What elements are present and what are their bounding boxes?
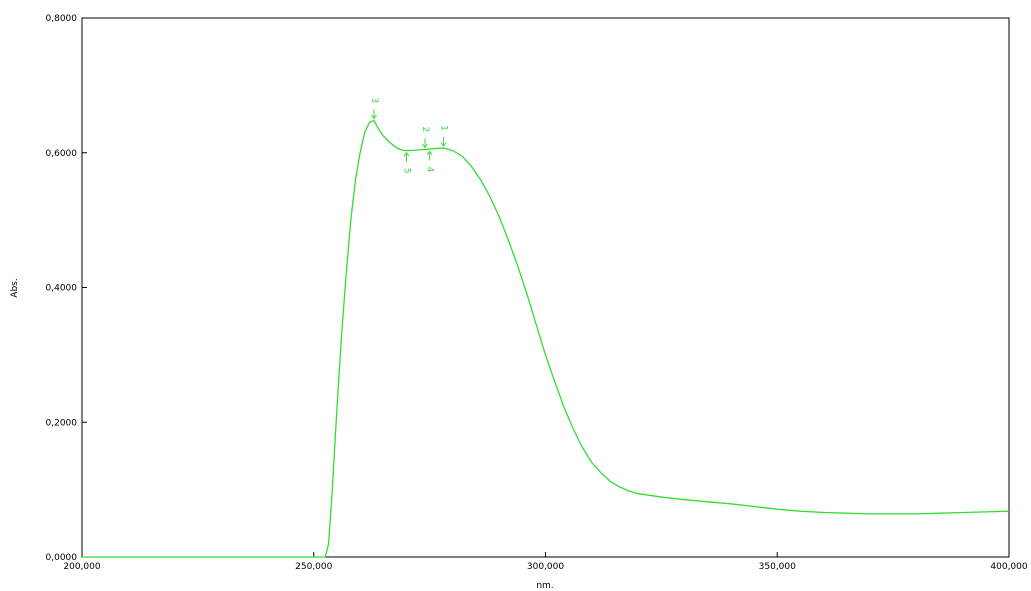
x-tick-label: 200,000 [63, 562, 100, 572]
x-tick-label: 300,000 [527, 562, 564, 572]
peak-marker-2: 2 [420, 127, 430, 149]
spectrum-line [82, 119, 1010, 558]
peak-label: 3 [369, 98, 379, 104]
peak-label: 5 [401, 168, 411, 174]
y-tick-label: 0,0000 [46, 553, 78, 563]
y-tick-label: 0,8000 [46, 14, 78, 24]
y-tick-label: 0,6000 [46, 149, 78, 159]
peak-marker-1: 1 [439, 125, 449, 147]
x-axis-ticks: 200,000 250,000 300,000 350,000 400,000 [63, 552, 1028, 572]
x-tick-label: 250,000 [295, 562, 332, 572]
peak-label: 4 [425, 167, 435, 173]
peak-label: 2 [420, 127, 430, 133]
peak-markers: 3 5 2 4 1 [369, 98, 449, 174]
plot-frame [81, 17, 1010, 558]
y-axis-ticks: 0,0000 0,2000 0,4000 0,6000 0,8000 [46, 14, 87, 563]
peak-label: 1 [439, 125, 449, 131]
peak-marker-4: 4 [425, 150, 435, 173]
x-tick-label: 400,000 [990, 562, 1027, 572]
x-tick-label: 350,000 [759, 562, 796, 572]
y-tick-label: 0,4000 [46, 284, 78, 294]
peak-marker-3: 3 [369, 98, 379, 120]
y-tick-label: 0,2000 [46, 418, 78, 428]
peak-marker-5: 5 [401, 151, 411, 174]
y-axis-label: Abs. [10, 278, 20, 297]
x-axis-label: nm. [536, 581, 553, 591]
